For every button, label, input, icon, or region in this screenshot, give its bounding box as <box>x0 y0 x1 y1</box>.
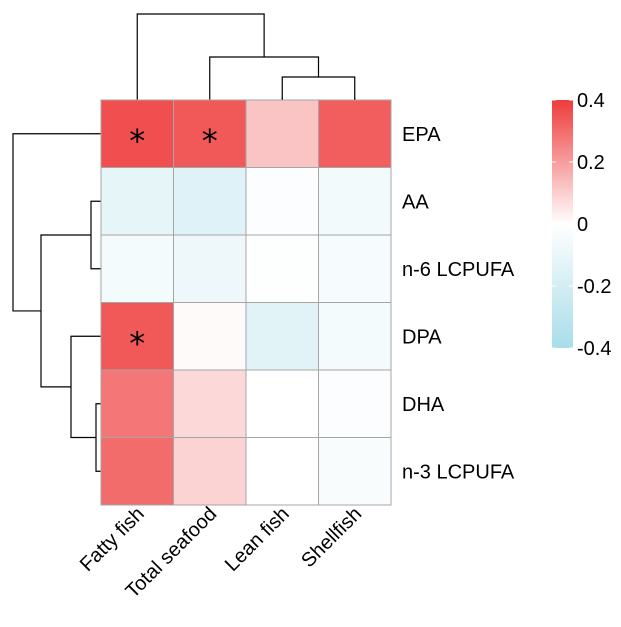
heatmap-cell <box>245 369 319 438</box>
heatmap-cell <box>245 234 319 303</box>
heatmap-cell <box>173 167 247 236</box>
heatmap-cell <box>245 437 319 506</box>
legend-tick-label: 0.2 <box>577 152 605 174</box>
row-dendrogram <box>12 133 101 472</box>
heatmap-cell <box>173 302 247 371</box>
dendrogram-branch <box>12 133 101 312</box>
row-label: DPA <box>402 326 442 348</box>
significance-markers: * * * <box>129 122 218 363</box>
color-legend: 0.4 0.2 0 -0.2 -0.4 <box>552 90 611 360</box>
significance-marker: * <box>129 324 145 362</box>
dendrogram-branch <box>209 56 320 100</box>
heatmap-cell <box>173 437 247 506</box>
column-label: Fatty fish <box>76 503 149 576</box>
significance-marker: * <box>129 122 145 160</box>
dendrogram-branch <box>136 13 265 100</box>
heatmap-cell <box>318 234 392 303</box>
dendrogram-branch <box>40 234 91 388</box>
row-label: DHA <box>402 394 445 416</box>
legend-tick-label: -0.2 <box>577 276 611 298</box>
heatmap-cells <box>100 99 392 506</box>
heatmap-cell <box>173 234 247 303</box>
legend-tick-label: 0.4 <box>577 90 605 112</box>
row-label: n-3 LCPUFA <box>402 461 515 483</box>
heatmap-cell <box>318 302 392 371</box>
column-dendrogram <box>136 13 356 100</box>
row-label: EPA <box>402 124 441 146</box>
heatmap-cell <box>100 234 174 303</box>
column-label: Lean fish <box>221 503 294 576</box>
heatmap-cell <box>318 167 392 236</box>
dendrogram-branch <box>95 403 101 472</box>
heatmap-cell <box>100 167 174 236</box>
heatmap-cell <box>318 437 392 506</box>
legend-tick-label: 0 <box>577 214 588 236</box>
legend-tick-label: -0.4 <box>577 338 611 360</box>
dendrogram-branch <box>281 76 356 100</box>
heatmap-cell <box>245 167 319 236</box>
heatmap-cell <box>100 437 174 506</box>
row-labels: EPA AA n-6 LCPUFA DPA DHA n-3 LCPUFA <box>402 124 515 484</box>
significance-marker: * <box>202 122 218 160</box>
heatmap-cell <box>173 369 247 438</box>
heatmap-cell <box>245 99 319 168</box>
legend-ticks: 0.4 0.2 0 -0.2 -0.4 <box>552 90 611 360</box>
legend-colorbar <box>552 100 573 348</box>
column-label: Shellfish <box>297 503 366 572</box>
heatmap-cell <box>318 99 392 168</box>
heatmap-cell <box>100 369 174 438</box>
dendrogram-branch <box>90 200 101 270</box>
heatmap-cell <box>100 302 174 371</box>
row-label: AA <box>402 191 429 213</box>
heatmap-cell <box>100 99 174 168</box>
row-label: n-6 LCPUFA <box>402 259 515 281</box>
heatmap-cell <box>245 302 319 371</box>
heatmap-cell <box>318 369 392 438</box>
